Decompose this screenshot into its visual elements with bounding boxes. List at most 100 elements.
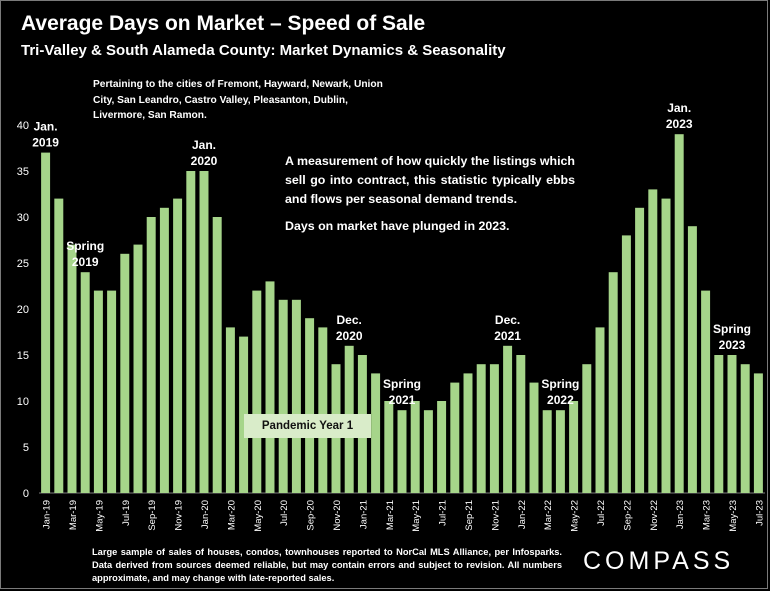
bar — [410, 401, 420, 493]
x-tick-label: May-21 — [411, 500, 422, 532]
x-tick-label: Nov-22 — [649, 500, 660, 531]
annotation-line: 2019 — [32, 136, 59, 150]
bar — [212, 217, 222, 493]
annotation-label: Spring 2019 — [66, 239, 104, 269]
bar — [371, 373, 381, 493]
bar — [648, 189, 658, 493]
bar — [54, 198, 64, 493]
annotation-line: 2021 — [494, 329, 521, 343]
x-tick-label: Jul-22 — [596, 500, 607, 526]
bar — [582, 364, 592, 493]
bar — [173, 198, 183, 493]
x-tick-label: Jul-23 — [754, 500, 765, 526]
bar — [93, 290, 103, 493]
x-tick-label: Jan-19 — [42, 500, 53, 529]
annotation-line: 2022 — [547, 393, 574, 407]
bar — [621, 235, 631, 493]
annotation-label: Spring 2023 — [713, 322, 751, 352]
y-tick-label: 15 — [17, 350, 29, 362]
x-tick-label: Mar-21 — [385, 500, 396, 530]
bar — [80, 272, 90, 493]
bar — [714, 355, 724, 493]
bar — [146, 217, 156, 493]
cities-note: Pertaining to the cities of Fremont, Hay… — [93, 79, 383, 121]
bar — [635, 207, 645, 494]
bar — [239, 336, 249, 493]
bar — [476, 364, 486, 493]
bar — [701, 290, 711, 493]
pandemic-label: Pandemic Year 1 — [244, 414, 371, 438]
annotation-label: Jan. 2020 — [191, 138, 218, 168]
bar — [516, 355, 526, 493]
annotation-line: 2020 — [336, 329, 363, 343]
bar — [503, 345, 513, 493]
annotation-line: 2020 — [191, 154, 218, 168]
bar — [661, 198, 671, 493]
bar — [674, 134, 684, 493]
annotation-line: 2021 — [389, 393, 416, 407]
bar — [186, 171, 196, 493]
x-tick-label: Mar-19 — [68, 500, 79, 530]
bar — [450, 382, 460, 493]
annotation-line: Spring — [541, 377, 579, 391]
annotation-label: Dec. 2021 — [494, 313, 521, 343]
x-tick-label: Nov-19 — [174, 500, 185, 531]
annotation-line: Dec. — [495, 313, 520, 327]
annotation-line: Spring — [66, 239, 104, 253]
bar — [67, 244, 77, 493]
x-tick-label: Mar-23 — [702, 500, 713, 530]
x-tick-label: Nov-20 — [332, 500, 343, 531]
x-tick-label: Jul-20 — [279, 500, 290, 526]
bar — [555, 410, 565, 493]
bar — [199, 171, 209, 493]
bar — [397, 410, 407, 493]
annotation-line: 2023 — [719, 338, 746, 352]
chart-description: A measurement of how quickly the listing… — [285, 154, 575, 206]
annotation-label: Spring 2022 — [541, 377, 579, 407]
bar — [159, 207, 169, 494]
bar — [687, 226, 697, 493]
annotation-line: Spring — [383, 377, 421, 391]
x-tick-label: Jul-21 — [438, 500, 449, 526]
annotation-line: Jan. — [192, 138, 216, 152]
x-tick-label: Mar-20 — [226, 500, 237, 530]
y-tick-label: 35 — [17, 166, 29, 178]
chart-title: Average Days on Market – Speed of Sale — [21, 12, 426, 35]
annotation-label: Dec. 2020 — [336, 313, 363, 343]
y-tick-label: 25 — [17, 258, 29, 270]
annotation-label: Jan. 2019 — [32, 120, 59, 150]
y-tick-label: 40 — [17, 120, 29, 132]
compass-logo: COMPASS — [583, 547, 735, 575]
annotation-line: Dec. — [337, 313, 362, 327]
x-tick-label: Sep-22 — [622, 500, 633, 531]
annotation-line: Jan. — [667, 101, 691, 115]
y-tick-label: 10 — [17, 396, 29, 408]
bar — [529, 382, 539, 493]
bar — [265, 281, 275, 493]
bar — [278, 299, 288, 493]
x-tick-label: Jan-21 — [358, 500, 369, 529]
bar — [225, 327, 235, 493]
annotation-line: Jan. — [34, 120, 58, 134]
annotation-line: Spring — [713, 322, 751, 336]
annotation-label: Spring 2021 — [383, 377, 421, 407]
bar — [753, 373, 763, 493]
bar — [41, 152, 51, 493]
x-tick-label: May-23 — [728, 500, 739, 532]
bar — [489, 364, 499, 493]
bar — [384, 401, 394, 493]
bar — [727, 355, 737, 493]
y-tick-label: 5 — [23, 442, 29, 454]
x-tick-label: Mar-22 — [543, 500, 554, 530]
bar — [569, 401, 579, 493]
bar — [318, 327, 328, 493]
y-tick-label: 20 — [17, 304, 29, 316]
bar — [252, 290, 262, 493]
bar — [463, 373, 473, 493]
x-tick-label: Sep-21 — [464, 500, 475, 531]
x-tick-label: Nov-21 — [490, 500, 501, 531]
bar — [133, 244, 143, 493]
x-tick-label: Jan-22 — [517, 500, 528, 529]
bar — [423, 410, 433, 493]
